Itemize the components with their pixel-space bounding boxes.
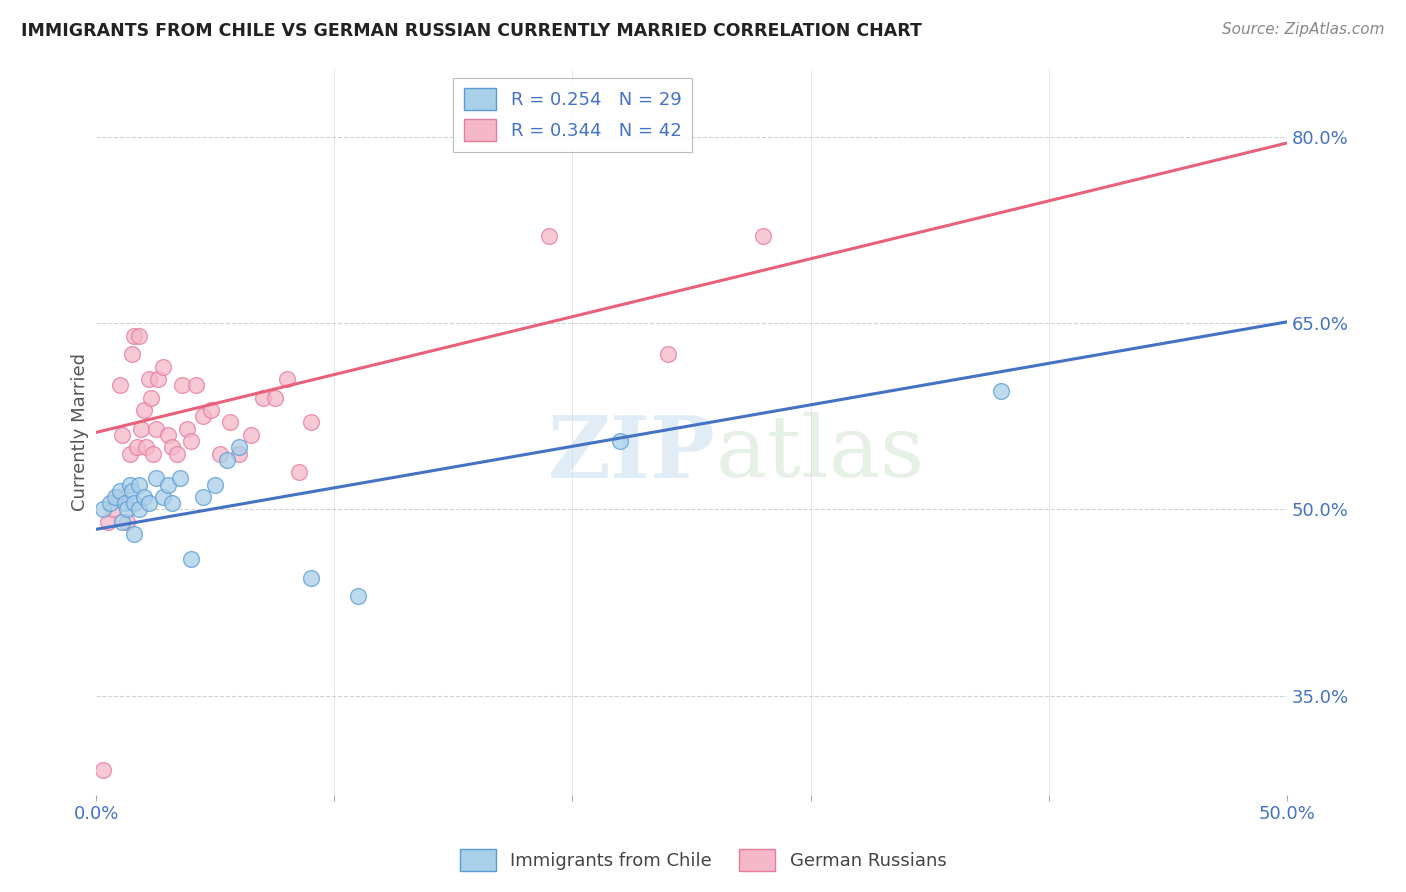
- Point: [121, 483, 143, 498]
- Point: [299, 416, 322, 430]
- Point: [193, 490, 215, 504]
- Point: [139, 391, 162, 405]
- Point: [299, 571, 322, 585]
- Point: [162, 496, 184, 510]
- Point: [176, 422, 198, 436]
- Legend: Immigrants from Chile, German Russians: Immigrants from Chile, German Russians: [453, 842, 953, 879]
- Text: Source: ZipAtlas.com: Source: ZipAtlas.com: [1222, 22, 1385, 37]
- Point: [138, 372, 160, 386]
- Point: [131, 422, 153, 436]
- Point: [124, 527, 146, 541]
- Point: [115, 515, 138, 529]
- Point: [118, 477, 141, 491]
- Point: [128, 502, 150, 516]
- Point: [145, 471, 167, 485]
- Text: ZIP: ZIP: [547, 411, 716, 496]
- Point: [347, 590, 370, 604]
- Point: [93, 763, 115, 777]
- Point: [240, 428, 263, 442]
- Point: [132, 403, 155, 417]
- Point: [156, 477, 179, 491]
- Point: [537, 229, 560, 244]
- Point: [287, 465, 309, 479]
- Point: [128, 328, 150, 343]
- Point: [118, 446, 141, 460]
- Point: [152, 490, 174, 504]
- Point: [152, 359, 174, 374]
- Point: [132, 490, 155, 504]
- Point: [990, 384, 1012, 399]
- Point: [114, 496, 136, 510]
- Point: [107, 490, 129, 504]
- Point: [186, 378, 208, 392]
- Point: [115, 502, 138, 516]
- Point: [170, 378, 193, 392]
- Point: [169, 471, 191, 485]
- Point: [135, 440, 157, 454]
- Point: [108, 378, 131, 392]
- Point: [609, 434, 631, 449]
- Point: [217, 452, 239, 467]
- Point: [193, 409, 215, 424]
- Point: [108, 483, 131, 498]
- Point: [142, 446, 165, 460]
- Point: [228, 440, 250, 454]
- Point: [97, 515, 120, 529]
- Y-axis label: Currently Married: Currently Married: [72, 353, 89, 511]
- Legend: R = 0.254   N = 29, R = 0.344   N = 42: R = 0.254 N = 29, R = 0.344 N = 42: [453, 78, 692, 153]
- Point: [228, 446, 250, 460]
- Point: [200, 403, 222, 417]
- Point: [111, 428, 134, 442]
- Text: IMMIGRANTS FROM CHILE VS GERMAN RUSSIAN CURRENTLY MARRIED CORRELATION CHART: IMMIGRANTS FROM CHILE VS GERMAN RUSSIAN …: [21, 22, 922, 40]
- Point: [166, 446, 188, 460]
- Point: [156, 428, 179, 442]
- Text: atlas: atlas: [716, 412, 925, 495]
- Point: [218, 416, 240, 430]
- Point: [145, 422, 167, 436]
- Point: [125, 440, 148, 454]
- Point: [204, 477, 226, 491]
- Point: [138, 496, 160, 510]
- Point: [146, 372, 169, 386]
- Point: [180, 434, 202, 449]
- Point: [263, 391, 285, 405]
- Point: [252, 391, 274, 405]
- Point: [111, 515, 134, 529]
- Point: [121, 347, 143, 361]
- Point: [752, 229, 775, 244]
- Point: [124, 328, 146, 343]
- Point: [104, 490, 127, 504]
- Point: [276, 372, 298, 386]
- Point: [128, 477, 150, 491]
- Point: [100, 496, 122, 510]
- Point: [208, 446, 231, 460]
- Point: [93, 502, 115, 516]
- Point: [180, 552, 202, 566]
- Point: [101, 502, 124, 516]
- Point: [162, 440, 184, 454]
- Point: [657, 347, 679, 361]
- Point: [124, 496, 146, 510]
